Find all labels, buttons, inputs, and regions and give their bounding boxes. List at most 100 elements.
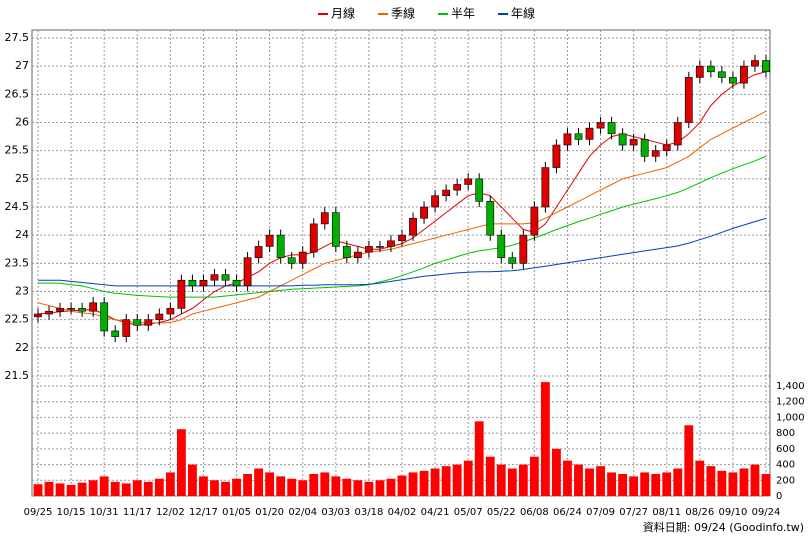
x-tick-label: 04/02 <box>388 507 417 518</box>
volume-bar <box>110 481 120 496</box>
x-tick-label: 07/09 <box>586 507 615 518</box>
volume-bar <box>375 480 385 496</box>
x-tick-label: 10/15 <box>57 507 86 518</box>
y-tick-label: 27 <box>15 59 29 72</box>
candle-body <box>695 65 704 78</box>
x-tick-label: 06/08 <box>520 507 549 518</box>
candle-body <box>541 167 550 208</box>
candle-body <box>640 139 649 157</box>
candle-body <box>199 279 208 287</box>
candle-body <box>431 195 439 208</box>
volume-bar <box>397 475 407 496</box>
candle-body <box>409 217 417 236</box>
legend-label: 季線 <box>391 6 415 21</box>
volume-bar <box>651 474 661 496</box>
volume-bar <box>254 468 264 496</box>
y-tick-label: 22.5 <box>5 313 30 326</box>
candle-body <box>717 71 726 78</box>
candle-body <box>508 257 517 264</box>
x-tick-label: 02/04 <box>288 507 317 518</box>
candle-body <box>122 319 131 337</box>
x-tick-label: 11/17 <box>123 507 152 518</box>
candle-body <box>67 308 75 310</box>
candle-body <box>398 234 406 242</box>
y-tick-label: 25.5 <box>5 144 30 157</box>
volume-bar <box>199 476 208 496</box>
volume-bar <box>44 481 54 496</box>
volume-bar <box>585 468 594 496</box>
candle-body <box>762 60 770 73</box>
volume-bar <box>463 460 473 496</box>
x-tick-label: 08/26 <box>685 507 714 518</box>
candle-body <box>673 122 682 146</box>
volume-bar <box>563 460 572 496</box>
volume-bar <box>77 482 87 496</box>
ma-line <box>38 217 767 287</box>
x-tick-label: 06/24 <box>553 507 582 518</box>
volume-bar <box>706 466 716 496</box>
volume-bar <box>165 472 175 496</box>
y2-tick-label: 0 <box>776 491 782 502</box>
x-tick-label: 03/03 <box>321 507 350 518</box>
candle-body <box>563 133 572 146</box>
candle-body <box>684 77 693 123</box>
volume-bar <box>441 466 451 496</box>
volume-bar <box>552 448 561 496</box>
y-tick-label: 21.5 <box>5 369 30 382</box>
volume-bar <box>33 484 43 496</box>
volume-bar <box>419 470 429 496</box>
candle-body <box>331 212 340 247</box>
volume-bar <box>364 481 374 496</box>
volume-bar <box>529 456 539 496</box>
volume-bar <box>287 478 297 496</box>
candle-body <box>519 234 528 264</box>
volume-bar <box>673 468 683 496</box>
volume-bar <box>386 478 396 496</box>
candle-body <box>729 77 737 84</box>
volume-bar <box>298 480 308 496</box>
x-tick-label: 05/22 <box>487 507 516 518</box>
volume-bar <box>596 466 605 496</box>
volume-bar <box>265 472 275 496</box>
candle-body <box>144 319 153 326</box>
candle-body <box>607 122 616 135</box>
y-tick-label: 24.5 <box>5 200 30 213</box>
candle-body <box>133 319 142 326</box>
legend-label: 半年 <box>451 7 475 21</box>
volume-bar <box>684 425 694 496</box>
volume-bar <box>232 478 241 496</box>
candle-body <box>618 133 627 146</box>
candle-body <box>56 308 64 312</box>
x-tick-label: 09/25 <box>24 507 53 518</box>
y-tick-label: 23.5 <box>5 256 30 269</box>
y-tick-label: 22 <box>15 341 29 354</box>
volume-bar <box>320 472 330 496</box>
x-tick-label: 12/02 <box>156 507 185 518</box>
candle-body <box>287 257 296 264</box>
volume-bar <box>518 464 528 496</box>
volume-bar <box>132 480 142 496</box>
volume-bar <box>728 472 738 496</box>
candle-body <box>376 246 384 248</box>
volume-bar <box>99 476 109 496</box>
volume-bar <box>507 468 517 496</box>
volume-bar <box>276 476 286 496</box>
y-tick-label: 23 <box>15 285 29 298</box>
candle-body <box>210 274 219 281</box>
candle-body <box>342 246 351 259</box>
candle-body <box>78 308 87 312</box>
x-tick-label: 01/20 <box>255 507 284 518</box>
candle-body <box>629 139 638 146</box>
volume-bar <box>739 468 749 496</box>
volume-bar <box>342 478 352 496</box>
volume-bar <box>717 470 727 496</box>
candle-body <box>552 144 561 168</box>
x-tick-label: 09/10 <box>718 507 747 518</box>
volume-bar <box>331 476 341 496</box>
ma-line <box>38 155 767 298</box>
candle-body <box>188 279 197 287</box>
volume-bar <box>750 464 760 496</box>
x-tick-label: 12/17 <box>189 507 218 518</box>
candle-body <box>475 178 484 202</box>
